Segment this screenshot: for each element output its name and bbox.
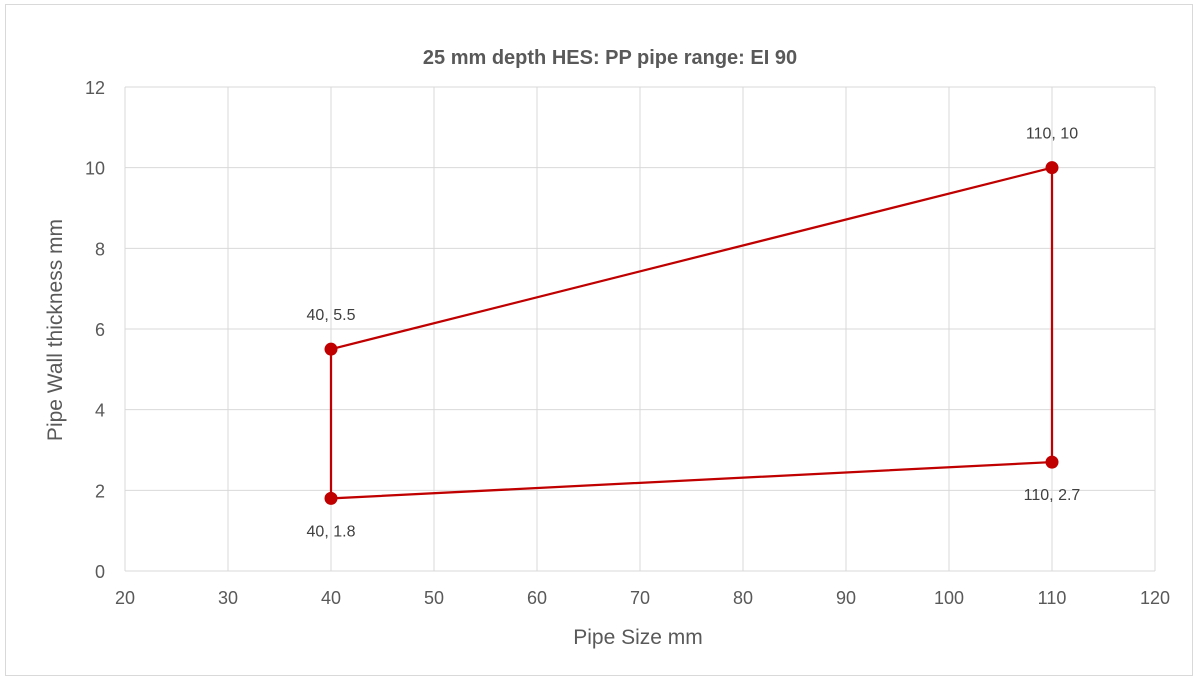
series-layer: 40, 5.5 110, 10 110, 2.7 40, 1.8 (307, 126, 1081, 541)
y-tick-label: 10 (85, 159, 105, 179)
y-tick-label: 8 (95, 239, 105, 259)
x-tick-label: 110 (1038, 588, 1067, 608)
y-tick-label: 4 (95, 401, 105, 421)
data-point-marker (1045, 161, 1059, 175)
x-tick-label: 80 (733, 588, 753, 608)
data-point-label: 40, 5.5 (307, 307, 356, 324)
x-tick-label: 70 (630, 588, 650, 608)
data-point-marker (1045, 455, 1059, 469)
x-tick-label: 30 (218, 588, 238, 608)
gridlines (124, 86, 1156, 572)
x-tick-label: 60 (527, 588, 547, 608)
data-point-label: 40, 1.8 (307, 523, 356, 540)
x-tick-label: 40 (321, 588, 341, 608)
data-point-label: 110, 10 (1026, 126, 1078, 143)
x-axis-label: Pipe Size mm (573, 626, 703, 649)
x-tick-label: 120 (1140, 588, 1170, 608)
x-tick-label: 20 (115, 588, 135, 608)
tick-labels: 20 30 40 50 60 70 80 90 100 110 120 0 2 4 6 8 10 12 (85, 78, 1170, 608)
x-tick-label: 90 (836, 588, 856, 608)
y-tick-label: 12 (85, 78, 105, 98)
data-point-label: 110, 2.7 (1024, 487, 1081, 504)
chart-title: 25 mm depth HES: PP pipe range: EI 90 (423, 47, 797, 69)
y-axis-label: Pipe Wall thickness mm (44, 219, 67, 441)
data-point-marker (324, 342, 338, 356)
y-tick-label: 2 (95, 481, 105, 501)
chart-frame (5, 4, 1193, 676)
x-tick-label: 100 (934, 588, 964, 608)
data-point-marker (324, 491, 338, 505)
x-tick-label: 50 (424, 588, 444, 608)
y-tick-label: 6 (95, 320, 105, 340)
y-tick-label: 0 (95, 562, 105, 582)
series-line (329, 166, 1054, 500)
